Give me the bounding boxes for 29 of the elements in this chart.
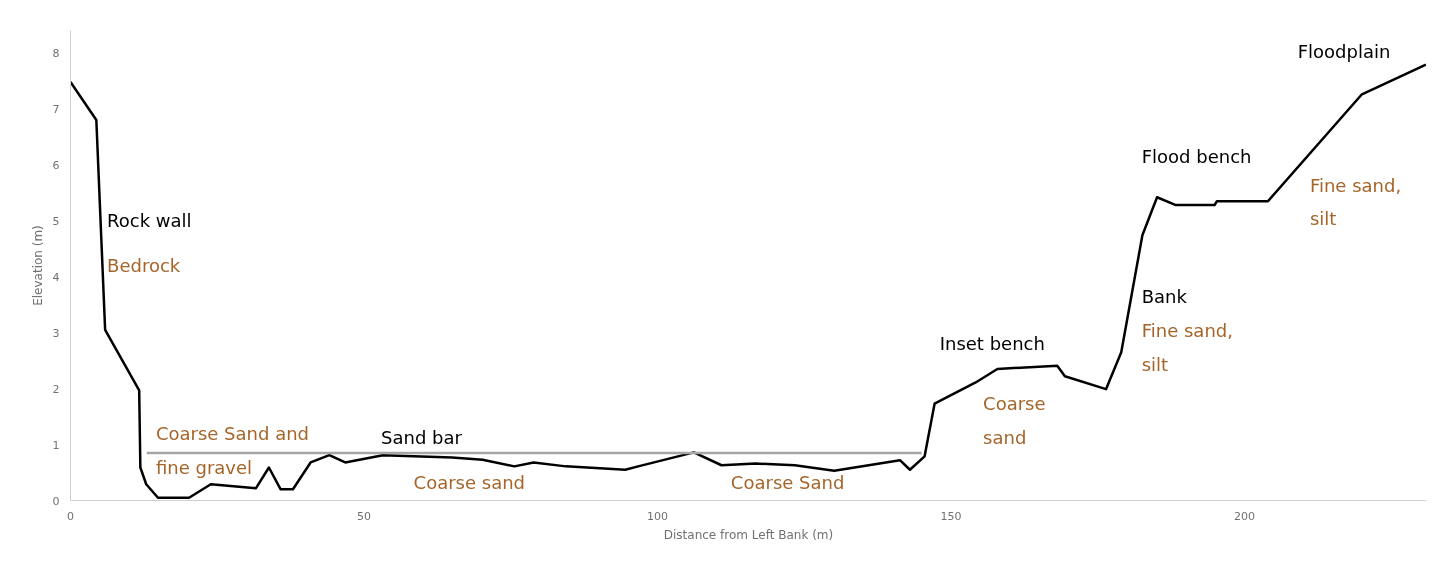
annotation: Bedrock	[107, 255, 181, 276]
annotation: Coarse sand	[983, 393, 1046, 448]
y-tick-label: 6	[52, 158, 60, 172]
y-tick-label: 5	[52, 214, 60, 228]
annotation: Coarse sand	[413, 471, 526, 493]
annotation: Sand bar	[381, 427, 463, 449]
annotation: Floodplain	[1297, 41, 1391, 63]
annotation: Fine sand, silt	[1309, 174, 1402, 230]
y-axis-title: Elevation (m)	[30, 225, 45, 306]
x-tick-label: 0	[67, 509, 74, 523]
x-axis-title: Distance from Left Bank (m)	[663, 527, 834, 542]
x-tick-label: 150	[940, 509, 962, 523]
annotation: Bank	[1141, 286, 1188, 308]
y-tick-label: 3	[52, 326, 60, 340]
annotation: Coarse Sand and fine gravel	[155, 422, 309, 478]
y-tick-label: 1	[52, 438, 60, 452]
x-tick-label: 100	[647, 509, 669, 523]
y-tick-label: 7	[52, 102, 60, 116]
y-tick-label: 4	[52, 270, 60, 284]
y-tick-label: 0	[52, 494, 60, 508]
annotation: Coarse Sand	[730, 471, 845, 493]
y-tick-label: 8	[52, 46, 60, 60]
x-tick-label: 200	[1234, 509, 1256, 523]
annotation: Rock wall	[107, 210, 192, 232]
annotation: Flood bench	[1141, 146, 1252, 168]
annotation: Fine sand, silt	[1141, 320, 1233, 376]
x-tick-label: 50	[357, 509, 372, 523]
y-tick-label: 2	[52, 382, 60, 396]
annotation: Inset bench	[939, 333, 1045, 355]
